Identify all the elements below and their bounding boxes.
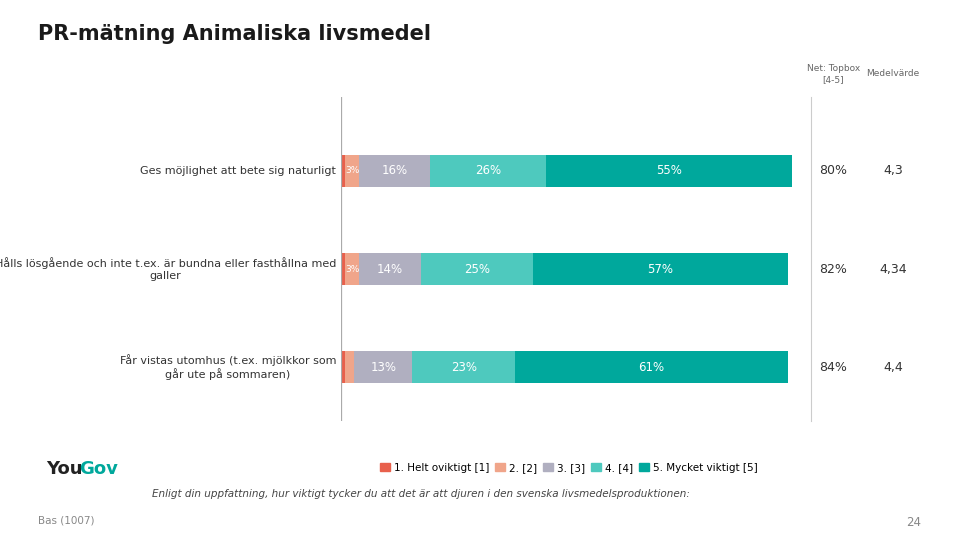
Text: 16%: 16% <box>381 164 407 177</box>
Text: 4,4: 4,4 <box>883 361 902 374</box>
Text: You: You <box>46 460 83 478</box>
Bar <box>359 155 430 186</box>
Bar <box>346 352 354 383</box>
Text: 3%: 3% <box>345 166 359 176</box>
Bar <box>354 352 413 383</box>
Text: Enligt din uppfattning, hur viktigt tycker du att det är att djuren i den svensk: Enligt din uppfattning, hur viktigt tyck… <box>152 489 689 499</box>
Bar <box>341 253 346 285</box>
Text: 84%: 84% <box>819 361 848 374</box>
Text: 57%: 57% <box>647 262 674 275</box>
Bar <box>413 352 516 383</box>
Bar <box>341 352 346 383</box>
Bar <box>516 352 788 383</box>
Text: 3%: 3% <box>345 265 359 274</box>
Text: Bas (1007): Bas (1007) <box>38 516 95 526</box>
Text: Ges möjlighet att bete sig naturligt: Ges möjlighet att bete sig naturligt <box>140 166 336 176</box>
Text: Får vistas utomhus (t.ex. mjölkkor som
går ute på sommaren): Får vistas utomhus (t.ex. mjölkkor som g… <box>120 354 336 380</box>
Bar <box>533 253 788 285</box>
Text: 14%: 14% <box>377 262 403 275</box>
Text: 25%: 25% <box>464 262 491 275</box>
Bar <box>546 155 792 186</box>
Text: 80%: 80% <box>819 164 848 177</box>
Text: 13%: 13% <box>371 361 396 374</box>
Text: Medelvärde: Medelvärde <box>866 69 920 78</box>
Bar <box>421 253 533 285</box>
Text: Gov: Gov <box>79 460 117 478</box>
Text: 4,3: 4,3 <box>883 164 902 177</box>
Text: 82%: 82% <box>819 262 848 275</box>
Text: 23%: 23% <box>451 361 477 374</box>
Bar <box>359 253 421 285</box>
Bar <box>430 155 546 186</box>
Text: 4,34: 4,34 <box>879 262 906 275</box>
Text: 55%: 55% <box>657 164 683 177</box>
Text: Hålls lösgående och inte t.ex. är bundna eller fasthållna med
galler: Hålls lösgående och inte t.ex. är bundna… <box>0 257 336 281</box>
Text: 24: 24 <box>906 516 922 529</box>
Legend: 1. Helt oviktigt [1], 2. [2], 3. [3], 4. [4], 5. Mycket viktigt [5]: 1. Helt oviktigt [1], 2. [2], 3. [3], 4.… <box>375 459 762 477</box>
Bar <box>341 155 346 186</box>
Text: 26%: 26% <box>475 164 501 177</box>
Text: PR-mätning Animaliska livsmedel: PR-mätning Animaliska livsmedel <box>38 24 431 44</box>
Text: 61%: 61% <box>638 361 664 374</box>
Text: Net: Topbox
[4-5]: Net: Topbox [4-5] <box>806 64 860 84</box>
Bar <box>346 253 359 285</box>
Bar <box>346 155 359 186</box>
